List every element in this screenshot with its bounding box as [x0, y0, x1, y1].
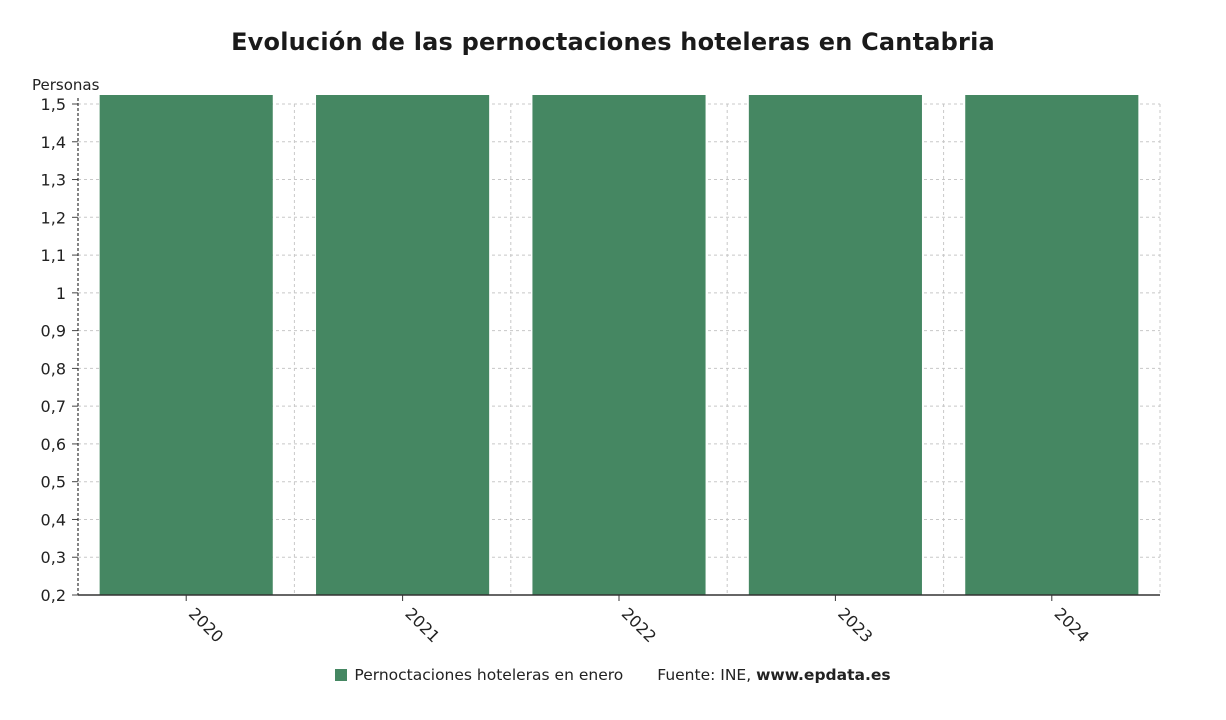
y-tick-label: 0,5	[41, 473, 66, 492]
y-tick-label: 0,4	[41, 510, 66, 529]
y-tick-label: 1,4	[41, 133, 66, 152]
y-tick-label: 1,2	[41, 208, 66, 227]
y-tick-label: 0,6	[41, 435, 66, 454]
bar-2024	[965, 95, 1139, 595]
y-tick-label: 0,9	[41, 322, 66, 341]
y-tick-label: 1,5	[41, 95, 66, 114]
chart-title: Evolución de las pernoctaciones hotelera…	[231, 28, 995, 56]
legend-label: Pernoctaciones hoteleras en enero	[354, 666, 624, 684]
bar-2023	[748, 95, 922, 595]
x-tick-label: 2023	[834, 604, 876, 646]
chart-legend: Pernoctaciones hoteleras en enero Fuente…	[0, 666, 1226, 684]
y-tick-label: 0,8	[41, 359, 66, 378]
y-tick-label: 1,3	[41, 171, 66, 190]
legend-swatch	[335, 669, 348, 681]
bar-2022	[532, 95, 706, 595]
bar-2020	[99, 95, 273, 595]
x-tick-label: 2024	[1051, 604, 1093, 646]
source-note: Fuente: INE, www.epdata.es	[657, 666, 890, 684]
y-tick-label: 0,2	[41, 586, 66, 605]
legend-item[interactable]: Pernoctaciones hoteleras en enero	[335, 666, 623, 684]
y-tick-label: 0,3	[41, 548, 66, 567]
source-link[interactable]: www.epdata.es	[756, 666, 891, 684]
bar-2021	[316, 95, 490, 595]
y-tick-label: 1	[56, 284, 66, 303]
y-axis-label: Personas	[32, 76, 100, 94]
x-tick-label: 2021	[401, 604, 443, 646]
x-tick-label: 2022	[618, 604, 660, 646]
x-tick-label: 2020	[185, 604, 227, 646]
source-prefix: Fuente: INE,	[657, 666, 757, 684]
y-tick-label: 1,1	[41, 246, 66, 265]
y-tick-label: 0,7	[41, 397, 66, 416]
